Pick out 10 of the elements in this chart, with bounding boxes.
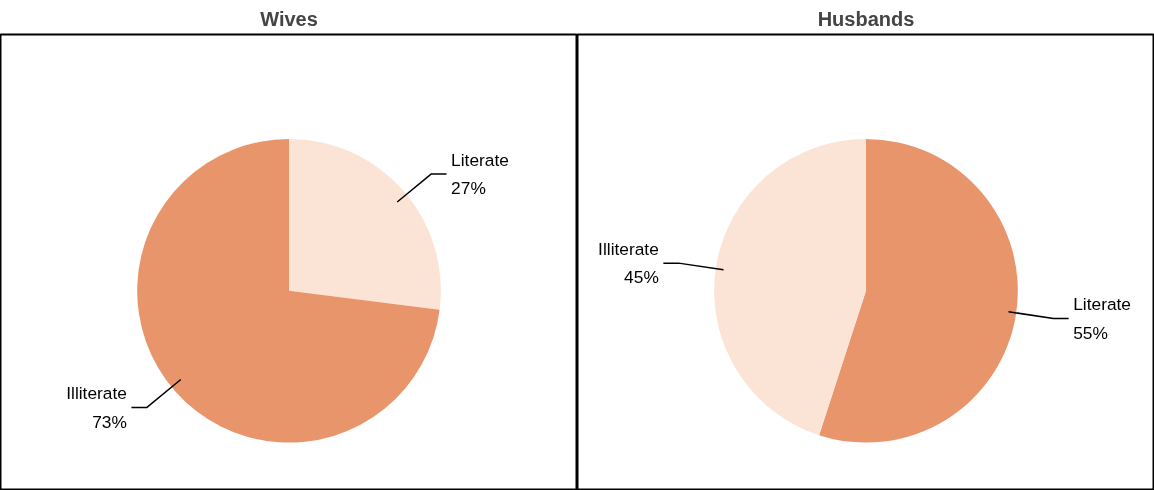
slice-label: Literate xyxy=(1073,294,1132,315)
data-label: 45% xyxy=(624,267,659,288)
data-label: 55% xyxy=(1073,322,1108,343)
data-label: 73% xyxy=(92,411,127,432)
data-label: 27% xyxy=(451,178,486,199)
slice-label: Illiterate xyxy=(598,239,659,259)
chart-title: Husbands xyxy=(817,7,915,30)
slice-label: Literate xyxy=(451,149,509,170)
slice-label: Illiterate xyxy=(66,383,127,404)
chart-title: Wives xyxy=(260,7,318,30)
